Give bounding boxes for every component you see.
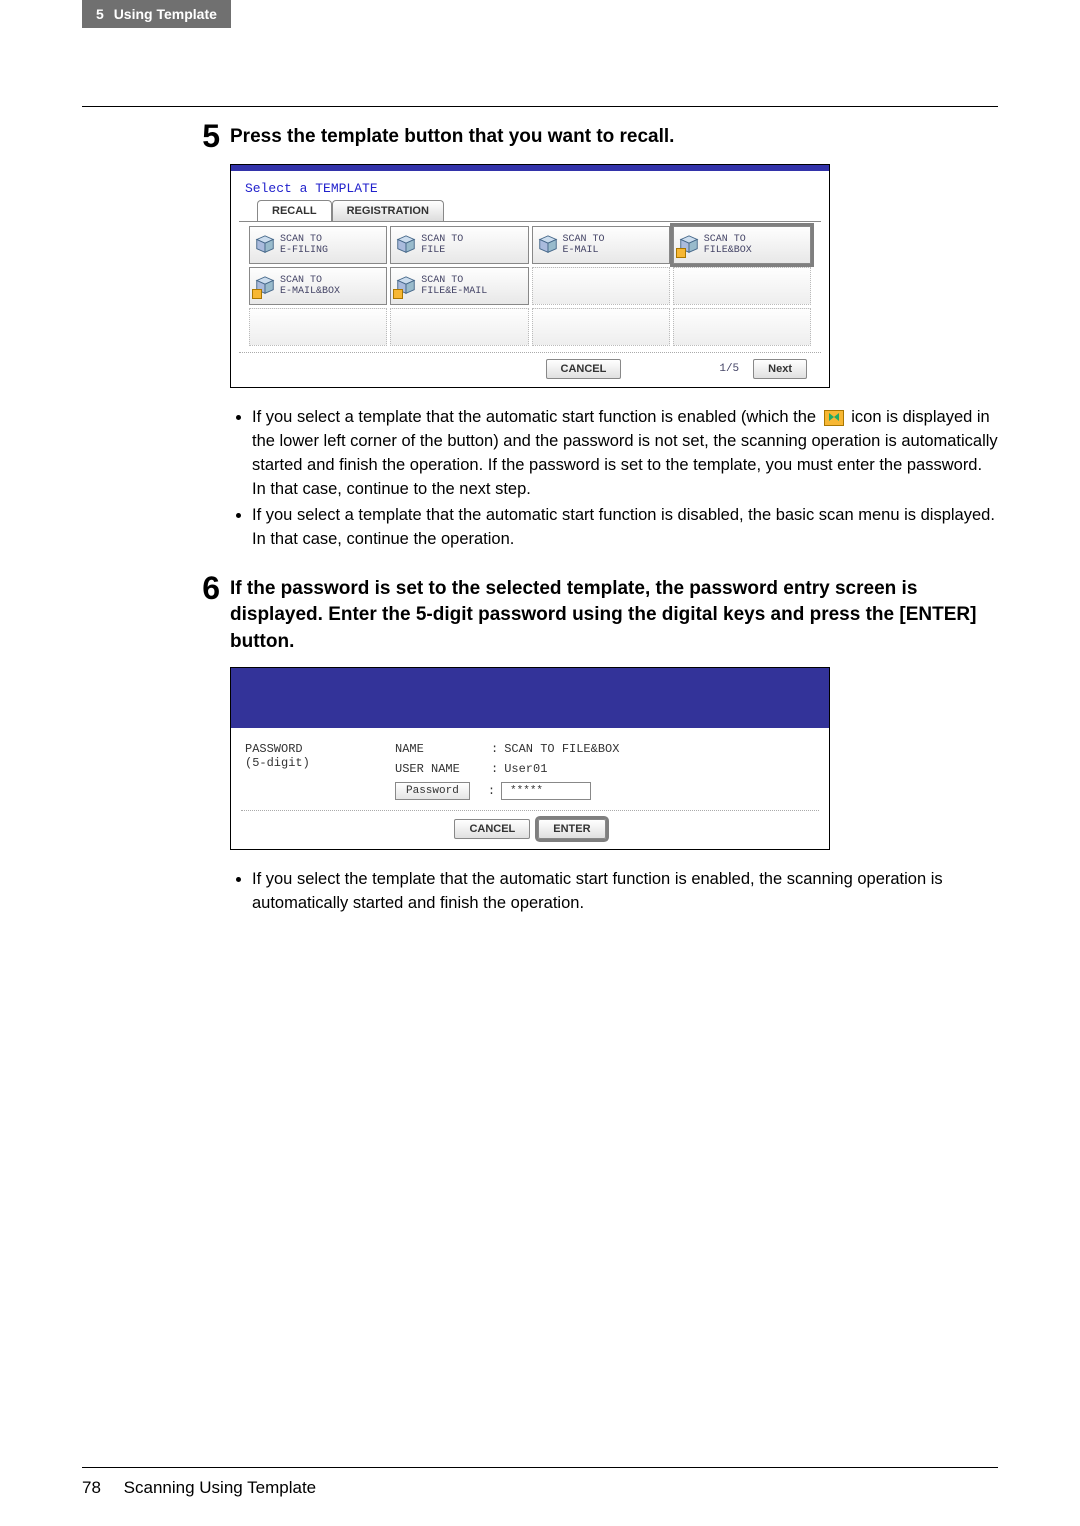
step-number: 6 xyxy=(180,572,220,604)
enter-button[interactable]: ENTER xyxy=(538,819,605,839)
name-value: SCAN TO FILE&BOX xyxy=(504,742,619,756)
step6-notes: If you select the template that the auto… xyxy=(230,868,998,918)
template-label: SCAN TOFILE&BOX xyxy=(704,234,752,256)
template-slot-empty xyxy=(532,267,670,305)
step-number: 5 xyxy=(180,120,220,152)
template-button[interactable]: SCAN TOFILE&E-MAIL xyxy=(390,267,528,305)
page-indicator: 1/5 xyxy=(719,363,739,375)
username-value: User01 xyxy=(504,762,547,776)
list-item: If you select a template that the automa… xyxy=(252,406,998,504)
template-icon xyxy=(537,234,559,256)
template-button[interactable]: SCAN TOE-MAIL&BOX xyxy=(249,267,387,305)
template-label: SCAN TOFILE xyxy=(421,234,463,256)
step-6: 6 If the password is set to the selected… xyxy=(180,572,998,656)
template-button[interactable]: SCAN TOE-MAIL xyxy=(532,226,670,264)
page-content: 5 Press the template button that you wan… xyxy=(180,120,998,936)
footer-title: Scanning Using Template xyxy=(124,1478,316,1497)
template-icon xyxy=(395,275,417,297)
password-button[interactable]: Password xyxy=(395,782,470,800)
template-slot-empty xyxy=(532,308,670,346)
template-slot-empty xyxy=(673,308,811,346)
template-icon xyxy=(254,234,276,256)
template-label: SCAN TOE-MAIL&BOX xyxy=(280,275,340,297)
template-label: SCAN TOE-FILING xyxy=(280,234,328,256)
autostart-icon xyxy=(393,289,403,299)
tab-registration[interactable]: REGISTRATION xyxy=(332,200,444,221)
template-slot-empty xyxy=(673,267,811,305)
template-label: SCAN TOE-MAIL xyxy=(563,234,605,256)
list-item: If you select the template that the auto… xyxy=(252,868,998,918)
chapter-header: 5 Using Template xyxy=(82,0,231,28)
page-footer: 78 Scanning Using Template xyxy=(82,1467,998,1498)
list-item: If you select a template that the automa… xyxy=(252,504,998,554)
step-5: 5 Press the template button that you wan… xyxy=(180,120,998,152)
template-label: SCAN TOFILE&E-MAIL xyxy=(421,275,487,297)
tab-recall[interactable]: RECALL xyxy=(257,200,332,221)
screen-title: Select a TEMPLATE xyxy=(231,171,829,200)
password-entry-screenshot: PASSWORD (5-digit) NAME : SCAN TO FILE&B… xyxy=(230,667,998,850)
chapter-title: Using Template xyxy=(114,6,217,22)
password-hint: (5-digit) xyxy=(245,756,395,770)
next-button[interactable]: Next xyxy=(753,359,807,379)
password-input[interactable]: ***** xyxy=(501,782,591,800)
template-slot-empty xyxy=(390,308,528,346)
autostart-icon xyxy=(252,289,262,299)
step-title: If the password is set to the selected t… xyxy=(230,572,998,656)
chapter-number: 5 xyxy=(96,6,104,22)
page-number: 78 xyxy=(82,1478,101,1497)
name-label: NAME xyxy=(395,742,485,756)
header-rule xyxy=(82,106,998,107)
autostart-icon xyxy=(824,410,844,426)
autostart-icon xyxy=(676,248,686,258)
cancel-button[interactable]: CANCEL xyxy=(454,819,530,839)
template-button[interactable]: SCAN TOFILE xyxy=(390,226,528,264)
username-label: USER NAME xyxy=(395,762,485,776)
password-label: PASSWORD xyxy=(245,742,395,756)
template-button[interactable]: SCAN TOFILE&BOX xyxy=(673,226,811,264)
step5-notes: If you select a template that the automa… xyxy=(230,406,998,554)
template-icon xyxy=(395,234,417,256)
step-title: Press the template button that you want … xyxy=(230,120,998,151)
template-icon xyxy=(678,234,700,256)
template-button[interactable]: SCAN TOE-FILING xyxy=(249,226,387,264)
template-slot-empty xyxy=(249,308,387,346)
template-select-screenshot: Select a TEMPLATE RECALL REGISTRATION SC… xyxy=(230,164,998,388)
template-icon xyxy=(254,275,276,297)
cancel-button[interactable]: CANCEL xyxy=(546,359,622,379)
